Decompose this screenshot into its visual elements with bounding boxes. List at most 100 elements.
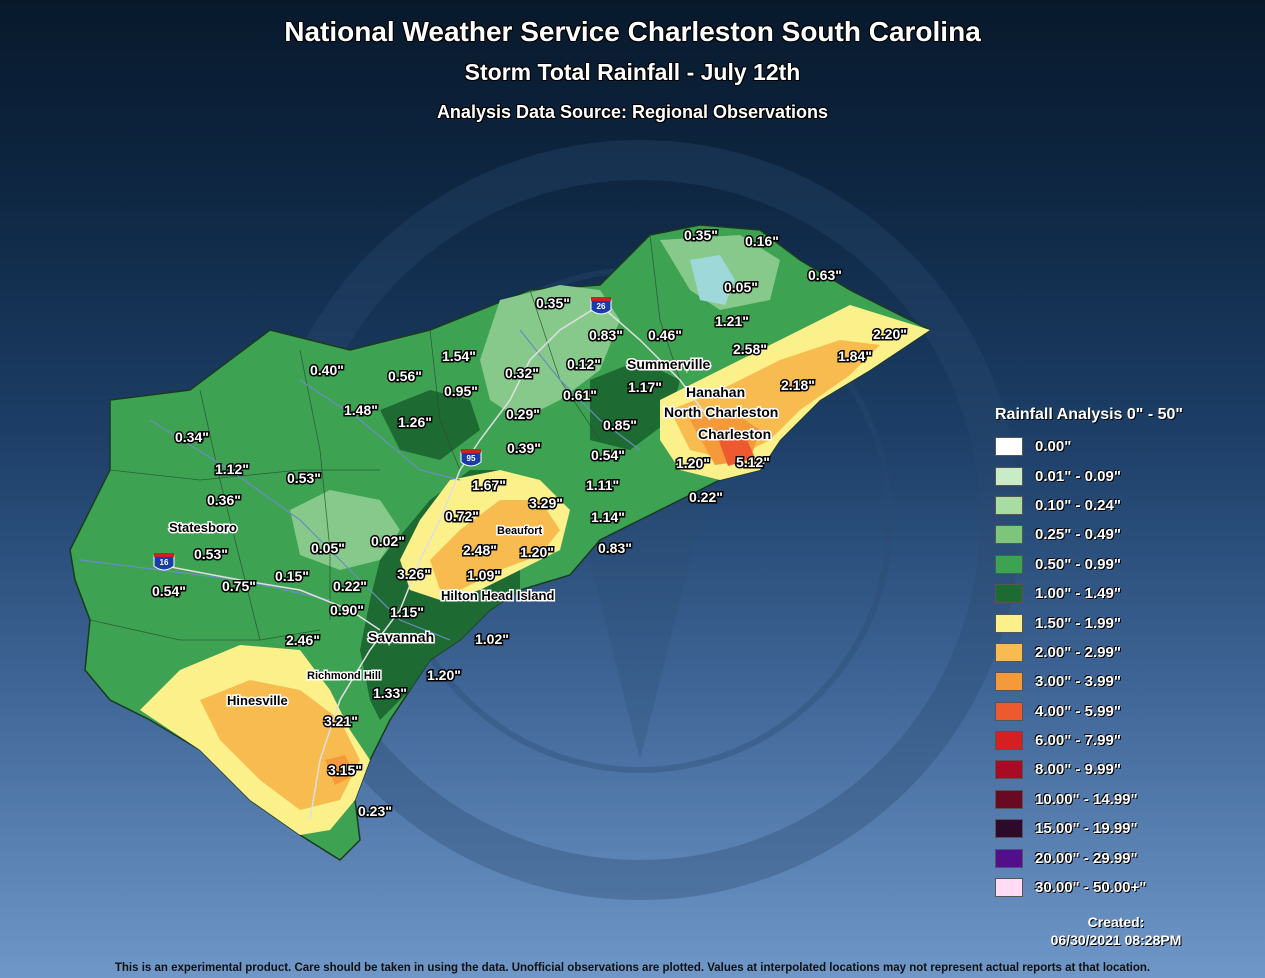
rain-value: 1.21" [715,313,749,329]
rain-value: 0.05" [311,540,345,556]
rain-value: 0.15" [275,568,309,584]
map-subtitle: Storm Total Rainfall - July 12th [464,59,801,85]
rain-value: 0.56" [388,368,422,384]
rain-value: 1.20" [520,544,554,560]
i16-label: 16 [160,558,169,567]
rain-value: 0.85" [603,417,637,433]
city-labels: Summerville Hanahan North Charleston Cha… [168,355,780,710]
legend-item: 8.00" - 9.99" [995,755,1183,784]
county-lines [89,234,681,641]
rain-value: 0.46" [648,327,682,343]
rain-value: 0.83" [589,327,623,343]
rainfall-labels: 0.35" 0.16" 0.63" 0.05" 0.35" 0.83" 0.46… [151,226,909,821]
legend-item: 0.25" - 0.49" [995,520,1183,549]
legend-item: 0.10" - 0.24" [995,491,1183,520]
i95-shield: 95 [460,449,482,467]
rain-value: 0.95" [444,383,478,399]
legend-item: 4.00" - 5.99" [995,697,1183,726]
city-hilton-head: Hilton Head Island [441,588,554,603]
legend-label: 1.50" - 1.99" [1035,614,1121,632]
highways [159,304,711,821]
rain-value: 1.33" [373,685,407,701]
region-dark-green-inland [380,390,480,460]
legend-item: 0.01" - 0.09" [995,461,1183,490]
rain-value: 0.16" [745,233,779,249]
legend-label: 15.00" - 19.99" [1035,820,1138,838]
rain-value: 5.12" [736,454,770,470]
city-richmond-hill: Richmond Hill [307,670,381,682]
legend-label: 10.00" - 14.99" [1035,790,1138,808]
legend-item: 2.00" - 2.99" [995,638,1183,667]
i16-shield: 16 [153,553,175,571]
region-orange-liberty [325,755,355,785]
legend-title: Rainfall Analysis 0" - 50" [995,406,1183,423]
legend-label: 1.00" - 1.49" [1035,585,1121,603]
rain-value: 0.61" [563,387,597,403]
rain-value: 1.48" [344,402,378,418]
rain-value: 0.90" [330,602,364,618]
legend-item: 15.00" - 19.99" [995,814,1183,843]
legend-label: 6.00" - 7.99" [1035,732,1121,750]
rivers [79,329,641,641]
rain-value: 2.48" [463,542,497,558]
i26-label: 26 [597,302,606,311]
disclaimer: This is an experimental product. Care sh… [114,962,1151,974]
rain-value: 1.26" [398,414,432,430]
legend-label: 20.00" - 29.99" [1035,849,1138,867]
city-savannah: Savannah [368,629,434,645]
rain-value: 1.15" [390,604,424,620]
rain-value: 0.34" [175,429,209,445]
rain-value: 0.54" [591,447,625,463]
legend-item: 1.50" - 1.99" [995,608,1183,637]
rain-value: 1.09" [467,567,501,583]
legend-item: 3.00" - 3.99" [995,667,1183,696]
region-light-green-north [480,285,620,420]
rain-value: 1.84" [838,348,872,364]
city-north-charleston: North Charleston [664,404,778,420]
legend-item: 6.00" - 7.99" [995,726,1183,755]
rain-value: 0.29" [506,406,540,422]
data-source: Analysis Data Source: Regional Observati… [436,102,829,122]
rain-value: 1.17" [628,379,662,395]
city-hinesville: Hinesville [227,693,288,708]
rain-value: 0.02" [371,533,405,549]
legend-swatch [995,878,1023,898]
legend-swatch [995,760,1023,780]
rain-value: 0.83" [598,540,632,556]
legend-swatch [995,554,1023,574]
rain-value: 2.18" [781,377,815,393]
legend-item: 20.00" - 29.99" [995,843,1183,872]
rain-value: 0.12" [567,356,601,372]
legend-swatch [995,731,1023,751]
legend-item: 1.00" - 1.49" [995,579,1183,608]
rain-value: 0.36" [207,492,241,508]
rain-value: 0.54" [152,583,186,599]
created-datetime: 06/30/2021 08:28PM [1050,932,1182,948]
rain-value: 0.39" [507,440,541,456]
legend-label: 0.10" - 0.24" [1035,496,1121,514]
rain-value: 0.72" [445,508,479,524]
legend-swatch [995,466,1023,486]
legend-item: 0.00" [995,432,1183,461]
map-title: National Weather Service Charleston Sout… [284,16,981,47]
rain-value: 0.63" [808,267,842,283]
rain-value: 0.32" [505,365,539,381]
rain-value: 0.53" [287,470,321,486]
legend-swatch [995,495,1023,515]
rain-value: 0.05" [724,279,758,295]
rain-value: 3.15" [328,762,362,778]
rain-value: 0.23" [358,803,392,819]
region-red-core [715,430,755,466]
legend-label: 0.50" - 0.99" [1035,555,1121,573]
legend-label: 0.00" [1035,438,1072,456]
legend-swatch [995,819,1023,839]
rain-value: 3.21" [324,713,358,729]
city-charleston: Charleston [698,426,771,442]
city-hanahan: Hanahan [686,384,745,400]
region-light-blue-lake [690,255,735,305]
legend-label: 0.25" - 0.49" [1035,526,1121,544]
legend-swatch [995,613,1023,633]
region-orange-south [200,680,360,810]
legend-item: 10.00" - 14.99" [995,785,1183,814]
